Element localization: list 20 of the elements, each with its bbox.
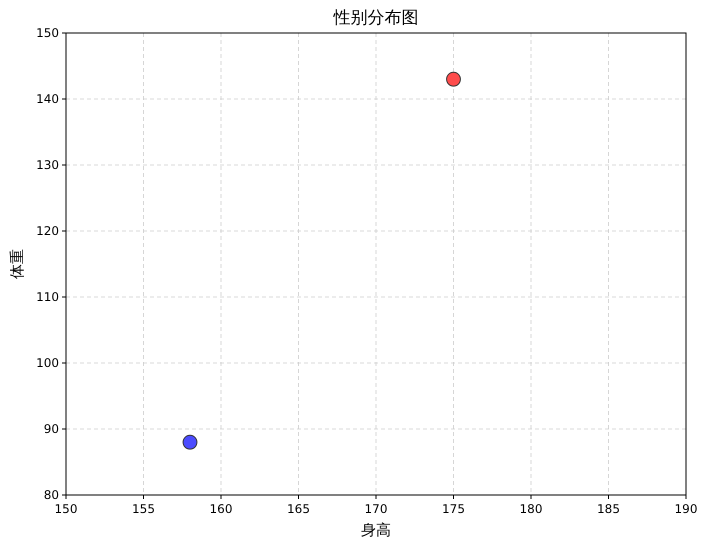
y-tick-label: 150 (36, 26, 59, 40)
y-tick-label: 100 (36, 356, 59, 370)
x-tick-label: 175 (442, 502, 465, 516)
chart-title: 性别分布图 (332, 8, 418, 28)
y-tick-label: 130 (36, 158, 59, 172)
x-tick-label: 165 (287, 502, 310, 516)
y-tick-label: 120 (36, 224, 59, 238)
x-tick-label: 180 (520, 502, 542, 516)
x-tick-label: 185 (597, 502, 620, 516)
y-tick-label: 80 (44, 488, 59, 502)
x-tick-label: 155 (132, 502, 155, 516)
y-tick-label: 90 (44, 422, 59, 436)
y-tick-label: 140 (36, 92, 59, 106)
y-axis-title: 体重 (8, 249, 26, 279)
x-tick-label: 160 (210, 502, 232, 516)
x-tick-label: 150 (54, 502, 78, 516)
y-tick-label: 110 (36, 290, 59, 304)
x-axis-title: 身高 (361, 521, 391, 539)
x-tick-label: 190 (674, 502, 698, 516)
x-tick-label: 170 (364, 502, 388, 516)
